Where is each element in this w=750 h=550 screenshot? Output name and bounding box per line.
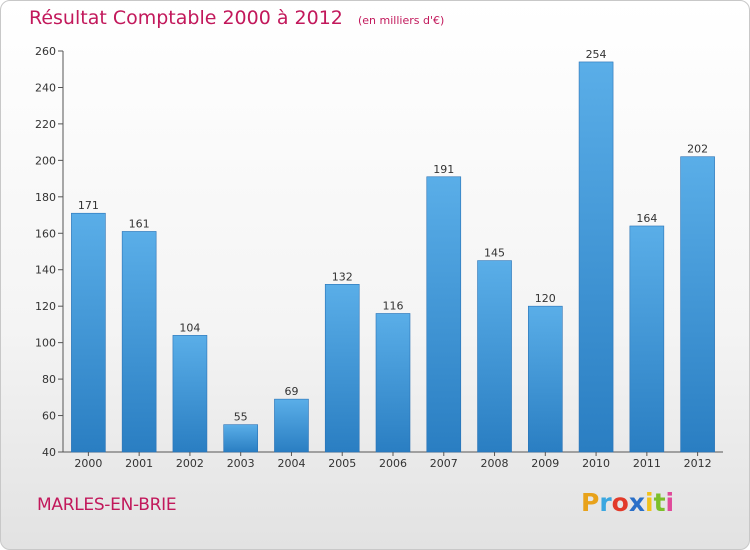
data-label-2000: 171 <box>78 199 99 212</box>
y-tick-label: 240 <box>35 81 56 94</box>
x-tick-label-2008: 2008 <box>481 457 509 470</box>
y-tick-label: 80 <box>42 373 56 386</box>
logo-letter: o <box>611 488 629 517</box>
data-label-2009: 120 <box>535 292 556 305</box>
y-tick-label: 100 <box>35 337 56 350</box>
logo-letter: i <box>645 488 654 517</box>
bar-2010 <box>578 61 614 453</box>
x-tick-label-2010: 2010 <box>582 457 610 470</box>
commune-name: MARLES-EN-BRIE <box>37 495 177 515</box>
y-tick-label: 60 <box>42 410 56 423</box>
y-tick-label: 40 <box>42 446 56 459</box>
chart-subtitle: (en milliers d'€) <box>357 14 445 27</box>
bar-2009 <box>528 305 563 453</box>
x-tick-label-2004: 2004 <box>277 457 305 470</box>
data-label-2007: 191 <box>433 163 454 176</box>
x-tick-label-2002: 2002 <box>176 457 204 470</box>
x-tick-label-2007: 2007 <box>430 457 458 470</box>
data-label-2005: 132 <box>332 270 353 283</box>
data-label-2011: 164 <box>636 212 657 225</box>
bar-2003 <box>223 424 258 453</box>
logo-letter: P <box>581 488 600 517</box>
logo-letter: x <box>628 488 645 517</box>
x-tick-label-2001: 2001 <box>125 457 153 470</box>
bar-2006 <box>375 313 411 453</box>
proxiti-logo: Proxiti <box>581 488 674 517</box>
y-tick-label: 260 <box>35 45 56 58</box>
chart-title: Résultat Comptable 2000 à 2012 <box>29 7 343 29</box>
y-tick-label: 180 <box>35 191 56 204</box>
y-tick-label: 160 <box>35 227 56 240</box>
bar-2007 <box>426 176 462 453</box>
logo-letter: t <box>653 488 666 517</box>
bar-2011 <box>629 225 665 453</box>
bar-2012 <box>680 156 715 453</box>
bar-2001 <box>121 231 157 453</box>
data-label-2012: 202 <box>687 143 708 156</box>
bar-2005 <box>324 284 360 453</box>
x-tick-label-2006: 2006 <box>379 457 407 470</box>
y-tick-label: 140 <box>35 264 56 277</box>
logo-letter: i <box>665 488 675 517</box>
bar-2000 <box>71 212 106 453</box>
x-axis-ticks: 2000 2001 2002 2003 2004 2005 2006 2007 2008 2009… <box>74 452 712 470</box>
x-tick-label-2000: 2000 <box>74 457 102 470</box>
x-tick-label-2011: 2011 <box>633 457 661 470</box>
bars: 171 161 104 55 69 132 116 191 145 120 254 164 202 <box>71 48 715 453</box>
bar-2008 <box>477 260 512 453</box>
x-tick-label-2005: 2005 <box>328 457 356 470</box>
y-tick-label: 200 <box>35 154 56 167</box>
logo-letter: r <box>599 488 612 517</box>
data-label-2008: 145 <box>484 247 505 260</box>
bar-2002 <box>172 335 208 453</box>
data-label-2003: 55 <box>234 411 248 424</box>
title-area: Résultat Comptable 2000 à 2012 (en milli… <box>29 7 444 29</box>
y-tick-label: 120 <box>35 300 56 313</box>
data-label-2002: 104 <box>179 321 200 334</box>
data-label-2006: 116 <box>383 299 404 312</box>
x-tick-label-2009: 2009 <box>531 457 559 470</box>
x-tick-label-2003: 2003 <box>227 457 255 470</box>
y-tick-label: 220 <box>35 118 56 131</box>
bar-2004 <box>274 398 309 453</box>
y-axis-ticks: 40 60 80 100 120 140 160 180 200 220 240 260 <box>35 45 63 459</box>
data-label-2001: 161 <box>129 217 150 230</box>
data-label-2010: 254 <box>586 48 607 61</box>
x-tick-label-2012: 2012 <box>684 457 712 470</box>
data-label-2004: 69 <box>284 385 298 398</box>
